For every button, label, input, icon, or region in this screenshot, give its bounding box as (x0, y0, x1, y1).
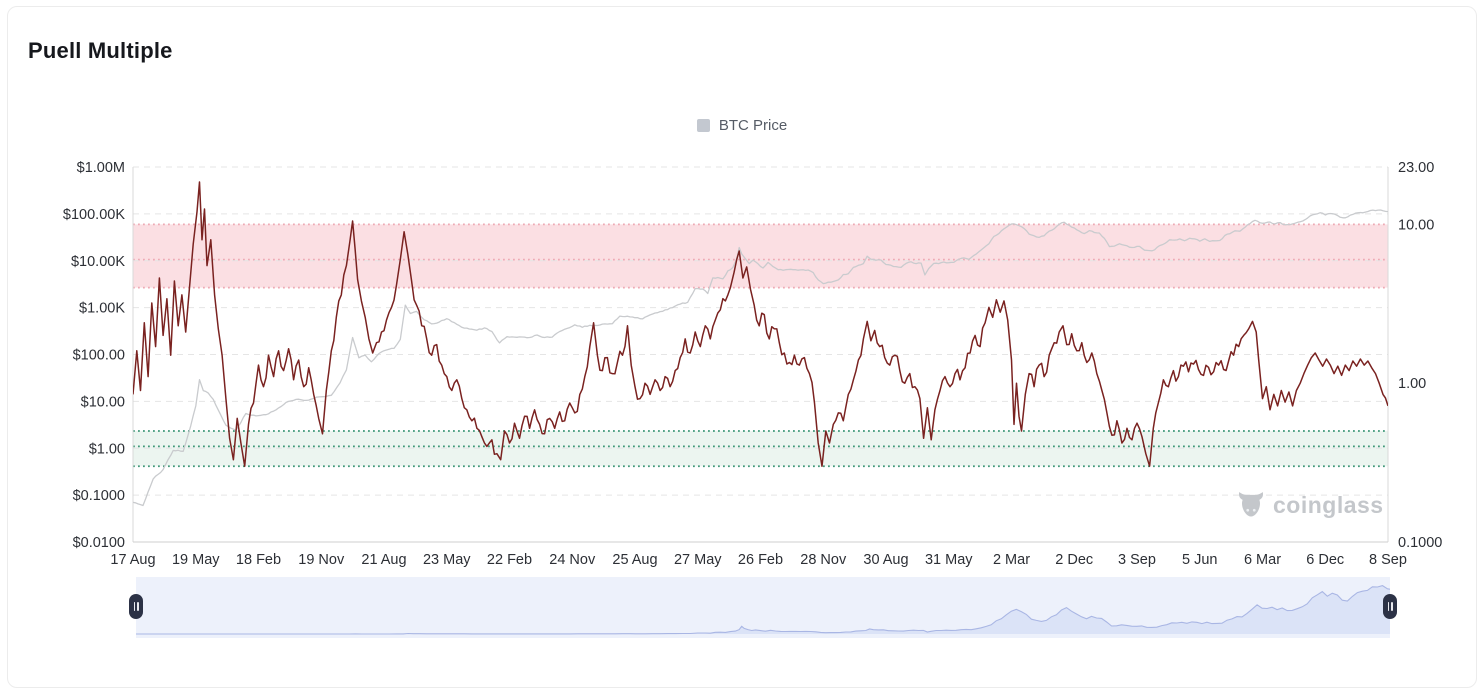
left-axis-tick-label: $1.00M (77, 160, 125, 176)
grip-icon (1391, 602, 1393, 611)
left-axis-tick-label: $1.00K (79, 301, 125, 317)
left-axis-tick-label: $100.00K (63, 207, 125, 223)
grip-icon (133, 602, 135, 611)
navigator-right-handle[interactable] (1383, 594, 1397, 619)
x-axis-tick-label: 18 Feb (236, 552, 281, 568)
x-axis-tick-label: 24 Nov (549, 552, 596, 568)
x-axis-tick-label: 19 Nov (298, 552, 345, 568)
right-axis-tick-label: 23.00 (1398, 160, 1434, 176)
sell-zone-band (133, 224, 1388, 288)
chart-plot-area[interactable] (133, 167, 1388, 542)
page-title: Puell Multiple (28, 38, 173, 63)
legend-label: BTC Price (718, 117, 788, 134)
puell-multiple-line (133, 181, 1388, 467)
x-axis-tick-label: 8 Sep (1369, 552, 1407, 568)
legend: BTC Price (8, 117, 1476, 134)
right-axis-tick-label: 1.00 (1398, 376, 1426, 392)
navigator-left-handle[interactable] (129, 594, 143, 619)
btc-price-line (133, 209, 1388, 507)
left-axis-tick-label: $1.00 (89, 441, 125, 457)
right-axis-tick-label: 10.00 (1398, 217, 1434, 233)
x-axis-tick-label: 6 Mar (1244, 552, 1281, 568)
x-axis-tick-label: 21 Aug (361, 552, 406, 568)
grip-icon (137, 602, 139, 611)
left-axis-tick-label: $0.0100 (73, 535, 125, 551)
x-axis-tick-label: 23 May (423, 552, 471, 568)
navigator-preview-chart (136, 577, 1390, 638)
chart-card: Puell Multiple BTC Price $1.00M $100.00K $… (7, 6, 1477, 688)
left-axis-tick-label: $0.1000 (73, 488, 125, 504)
x-axis-tick-label: 30 Aug (863, 552, 908, 568)
x-axis-tick-label: 2 Dec (1055, 552, 1093, 568)
navigator-area (136, 585, 1390, 634)
x-axis-tick-label: 6 Dec (1306, 552, 1344, 568)
legend-swatch-icon (696, 119, 710, 132)
puell-multiple-chart: $1.00M $100.00K $10.00K $1.00K $100.00 $10.00… (63, 160, 1442, 568)
x-axis-tick-label: 26 Feb (738, 552, 783, 568)
left-axis-tick-label: $100.00 (73, 348, 125, 364)
x-axis-tick-label: 25 Aug (612, 552, 657, 568)
x-axis-tick-label: 5 Jun (1182, 552, 1217, 568)
x-axis-tick-label: 31 May (925, 552, 973, 568)
left-axis-tick-label: $10.00 (81, 394, 125, 410)
left-axis-tick-label: $10.00K (71, 254, 125, 270)
navigator-line (136, 585, 1390, 635)
x-axis-tick-label: 17 Aug (110, 552, 155, 568)
watermark-text: coinglass (1273, 491, 1384, 518)
right-axis-tick-label: 0.1000 (1398, 535, 1442, 551)
x-axis-tick-label: 28 Nov (800, 552, 847, 568)
x-axis-tick-label: 19 May (172, 552, 220, 568)
x-axis-tick-label: 22 Feb (487, 552, 532, 568)
x-axis-tick-label: 2 Mar (993, 552, 1030, 568)
x-axis-tick-label: 3 Sep (1118, 552, 1156, 568)
chart-navigator[interactable] (129, 577, 1397, 638)
coinglass-logo-icon (1238, 492, 1264, 517)
coinglass-watermark: coinglass (1236, 490, 1384, 520)
legend-item-btc-price[interactable]: BTC Price (696, 117, 788, 134)
grip-icon (1387, 602, 1389, 611)
x-axis-tick-label: 27 May (674, 552, 722, 568)
